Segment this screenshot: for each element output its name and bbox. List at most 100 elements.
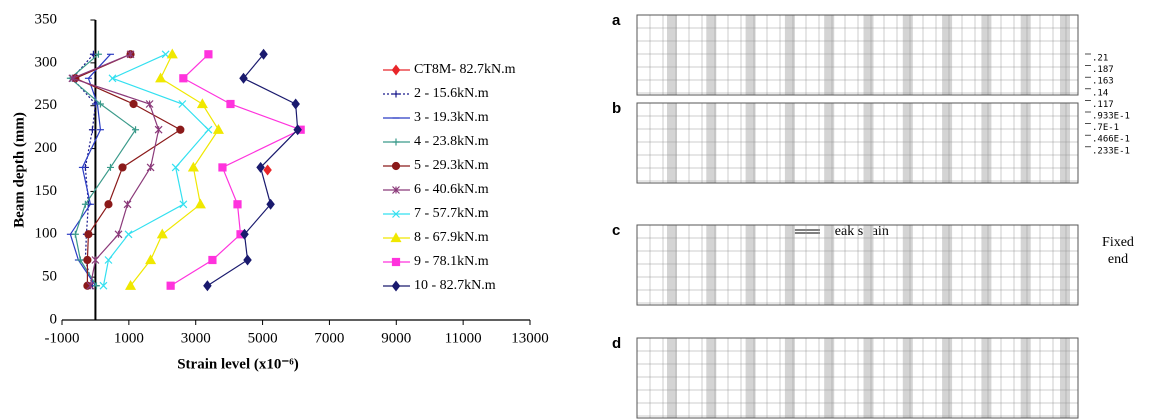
marker	[124, 201, 131, 208]
y-tick-label: 150	[35, 183, 58, 199]
series-line	[131, 54, 219, 285]
scale-label: .233E-1	[1092, 146, 1130, 156]
legend-marker	[393, 259, 400, 266]
reinforcement-band	[864, 338, 874, 418]
marker	[72, 231, 79, 238]
marker	[84, 257, 91, 264]
marker	[85, 231, 92, 238]
panel-label: c	[612, 222, 620, 239]
reinforcement-band	[903, 225, 913, 305]
marker	[177, 126, 184, 133]
marker	[167, 282, 174, 289]
y-tick-label: 0	[50, 311, 58, 327]
marker	[125, 231, 132, 238]
reinforcement-band	[785, 15, 795, 95]
scale-label: .117	[1092, 100, 1114, 110]
panel-frame	[637, 338, 1078, 418]
legend-label: 10 - 82.7kN.m	[414, 278, 496, 293]
reinforcement-band	[903, 103, 913, 183]
legend-marker	[393, 91, 400, 98]
x-axis-title: Strain level (x10⁻⁶)	[177, 356, 299, 372]
marker	[189, 163, 198, 171]
reinforcement-band	[785, 338, 795, 418]
legend-marker	[393, 66, 400, 75]
scale-label: .466E-1	[1092, 135, 1130, 145]
side-label: end	[1108, 252, 1128, 267]
marker	[179, 101, 186, 108]
y-axis-title: Beam depth (mm)	[11, 112, 27, 228]
x-tick-label: 13000	[511, 330, 549, 346]
marker	[264, 166, 271, 175]
reinforcement-band	[785, 103, 795, 183]
marker	[292, 100, 299, 109]
marker	[198, 100, 207, 108]
reinforcement-band	[981, 15, 991, 95]
marker	[219, 164, 226, 171]
reinforcement-band	[1060, 15, 1070, 95]
reinforcement-band	[1021, 225, 1031, 305]
marker	[146, 101, 153, 108]
marker	[105, 201, 112, 208]
marker	[109, 75, 116, 82]
reinforcement-band	[1021, 15, 1031, 95]
panel-label: d	[612, 335, 621, 352]
side-label: Fixed	[1102, 235, 1134, 250]
reinforcement-band	[1060, 225, 1070, 305]
legend-marker	[393, 282, 400, 291]
marker	[107, 164, 114, 171]
marker	[196, 200, 205, 208]
reinforcement-band	[942, 103, 952, 183]
x-tick-label: 3000	[181, 330, 211, 346]
reinforcement-band	[667, 225, 677, 305]
reinforcement-band	[942, 338, 952, 418]
y-tick-label: 250	[35, 97, 58, 113]
reinforcement-band	[981, 225, 991, 305]
reinforcement-band	[1060, 338, 1070, 418]
scale-label: .933E-1	[1092, 112, 1130, 122]
scale-label: .163	[1092, 77, 1114, 87]
marker	[244, 256, 251, 265]
legend-label: 2 - 15.6kN.m	[414, 86, 489, 101]
y-tick-label: 50	[42, 269, 57, 285]
x-tick-label: 1000	[114, 330, 144, 346]
marker	[214, 125, 223, 133]
legend-label: 8 - 67.9kN.m	[414, 230, 489, 245]
reinforcement-band	[942, 15, 952, 95]
panel-frame	[637, 103, 1078, 183]
marker	[156, 74, 165, 82]
reinforcement-band	[1021, 103, 1031, 183]
x-tick-label: 7000	[314, 330, 344, 346]
panel-frame	[637, 15, 1078, 95]
reinforcement-band	[942, 225, 952, 305]
reinforcement-band	[824, 15, 834, 95]
marker	[119, 164, 126, 171]
marker	[147, 164, 154, 171]
legend-marker	[393, 139, 400, 146]
marker	[227, 101, 234, 108]
y-tick-label: 100	[35, 226, 58, 242]
reinforcement-band	[1021, 338, 1031, 418]
x-tick-label: 9000	[381, 330, 411, 346]
marker	[209, 257, 216, 264]
reinforcement-band	[824, 338, 834, 418]
marker	[205, 51, 212, 58]
marker	[115, 231, 122, 238]
marker	[146, 256, 155, 264]
reinforcement-band	[785, 225, 795, 305]
marker	[158, 230, 167, 238]
legend-marker	[393, 163, 400, 170]
reinforcement-band	[981, 338, 991, 418]
marker	[234, 201, 241, 208]
panel-label: a	[612, 12, 621, 29]
reinforcement-band	[903, 338, 913, 418]
reinforcement-band	[981, 103, 991, 183]
legend-label: 6 - 40.6kN.m	[414, 182, 489, 197]
series-line	[75, 54, 180, 285]
x-tick-label: 5000	[248, 330, 278, 346]
scale-label: .7E-1	[1092, 123, 1119, 133]
legend-label: 4 - 23.8kN.m	[414, 134, 489, 149]
reinforcement-band	[824, 225, 834, 305]
reinforcement-band	[667, 15, 677, 95]
legend-label: CT8M- 82.7kN.m	[414, 62, 516, 77]
marker	[130, 101, 137, 108]
